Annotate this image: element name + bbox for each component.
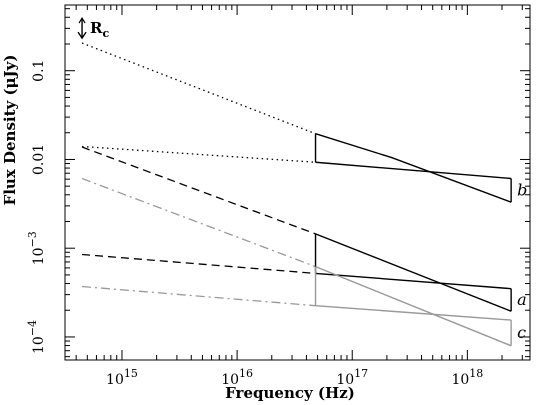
upper-limit-arrowhead-icon — [77, 31, 87, 40]
bowtie-a: a — [314, 233, 527, 312]
bowtie-b-lower-edge — [315, 161, 512, 180]
bowtie-a-lower-edge — [315, 272, 512, 290]
bowtie-b: b — [314, 133, 527, 203]
tick-labels: 1015 1016 1017 1018 0.1 0.01 10−3 10−4 — [26, 60, 483, 388]
x-tick-label: 1016 — [221, 367, 253, 388]
upper-limit-cap-icon — [78, 16, 86, 24]
plot-frame — [64, 4, 531, 361]
x-tick-label: 1018 — [451, 367, 483, 388]
bowtie-c-label: c — [517, 323, 526, 342]
x-axis-label: Frequency (Hz) — [225, 384, 355, 402]
bowtie-a-label: a — [517, 290, 527, 309]
axis-ticks — [65, 5, 530, 360]
extrapolation-dotted-line — [82, 145, 316, 163]
extrapolation-dashed-line — [81, 146, 316, 235]
y-axis-label: Flux Density (μJy) — [1, 55, 19, 206]
y-tick-label: 0.01 — [31, 144, 47, 175]
y-tick-label: 0.1 — [31, 60, 47, 82]
bowtie-c: c — [314, 265, 526, 347]
y-tick-label: 10−3 — [26, 231, 47, 265]
extrapolation-dashed-line — [81, 253, 316, 275]
x-tick-label: 1015 — [106, 367, 138, 388]
bowtie-a-upper-edge — [315, 233, 512, 312]
rc-label: Rc — [90, 19, 109, 40]
extrapolation-dashdot-line — [81, 177, 316, 268]
bowties: b ac — [314, 133, 527, 347]
bowtie-b-upper-edge — [315, 133, 512, 203]
plot-border — [64, 4, 531, 361]
bowtie-c-lower-edge — [315, 305, 512, 321]
extrapolation-dashdot-line — [81, 285, 316, 307]
y-tick-label: 10−4 — [26, 320, 47, 354]
extrapolation-lines — [81, 42, 316, 307]
bowtie-b-label: b — [517, 180, 527, 199]
bowtie-c-upper-edge — [315, 265, 512, 347]
annotations: Rc — [77, 16, 110, 40]
x-tick-label: 1017 — [336, 367, 368, 388]
extrapolation-dotted-line — [81, 42, 316, 135]
